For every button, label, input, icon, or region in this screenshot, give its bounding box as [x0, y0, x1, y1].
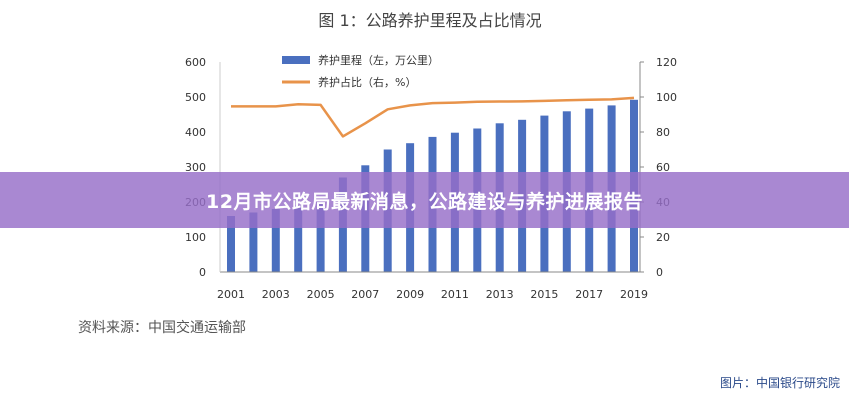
legend-bar-label: 养护里程（左，万公里）: [318, 53, 439, 67]
bar-2002: [249, 212, 258, 272]
bar-2003: [271, 209, 280, 272]
y-right-tick-label: 60: [656, 161, 670, 174]
y-left-tick-label: 500: [185, 91, 206, 104]
y-right-tick-label: 20: [656, 231, 670, 244]
x-tick-label: 2015: [530, 288, 558, 301]
y-right-axis: 020406080100120: [640, 56, 677, 279]
y-left-tick-label: 100: [185, 231, 206, 244]
title-banner: 12月市公路局最新消息，公路建设与养护进展报告: [0, 172, 849, 228]
legend: 养护里程（左，万公里） 养护占比（右，%）: [282, 53, 439, 89]
y-right-tick-label: 0: [656, 266, 663, 279]
x-tick-label: 2003: [262, 288, 290, 301]
y-right-tick-label: 80: [656, 126, 670, 139]
x-axis: 2001 2003 2005 2007 2009 2011 2013 2015 2017 2019: [217, 288, 648, 301]
y-left-tick-label: 300: [185, 161, 206, 174]
x-tick-label: 2007: [351, 288, 379, 301]
source-note: 资料来源：中国交通运输部: [78, 319, 246, 336]
x-tick-label: 2013: [486, 288, 514, 301]
chart-title: 图 1：公路养护里程及占比情况: [318, 11, 541, 30]
y-left-axis: 0100200300400500600: [185, 56, 206, 279]
legend-line-label: 养护占比（右，%）: [318, 75, 416, 89]
legend-bar-swatch: [282, 56, 310, 64]
y-left-tick-label: 400: [185, 126, 206, 139]
bar-2001: [227, 216, 235, 272]
x-tick-label: 2019: [620, 288, 648, 301]
y-right-tick-label: 120: [656, 56, 677, 69]
x-tick-label: 2017: [575, 288, 603, 301]
banner-title: 12月市公路局最新消息，公路建设与养护进展报告: [206, 190, 643, 213]
line-series: [231, 96, 635, 138]
x-tick-label: 2009: [396, 288, 424, 301]
image-credit: 图片：中国银行研究院: [720, 375, 840, 390]
bar-2004: [294, 205, 303, 272]
y-left-tick-label: 600: [185, 56, 206, 69]
bar-2005: [316, 202, 325, 272]
ratio-line: [231, 96, 635, 138]
x-tick-label: 2011: [441, 288, 469, 301]
y-left-tick-label: 0: [199, 266, 206, 279]
x-tick-label: 2001: [217, 288, 245, 301]
y-right-tick-label: 100: [656, 91, 677, 104]
x-tick-label: 2005: [307, 288, 335, 301]
